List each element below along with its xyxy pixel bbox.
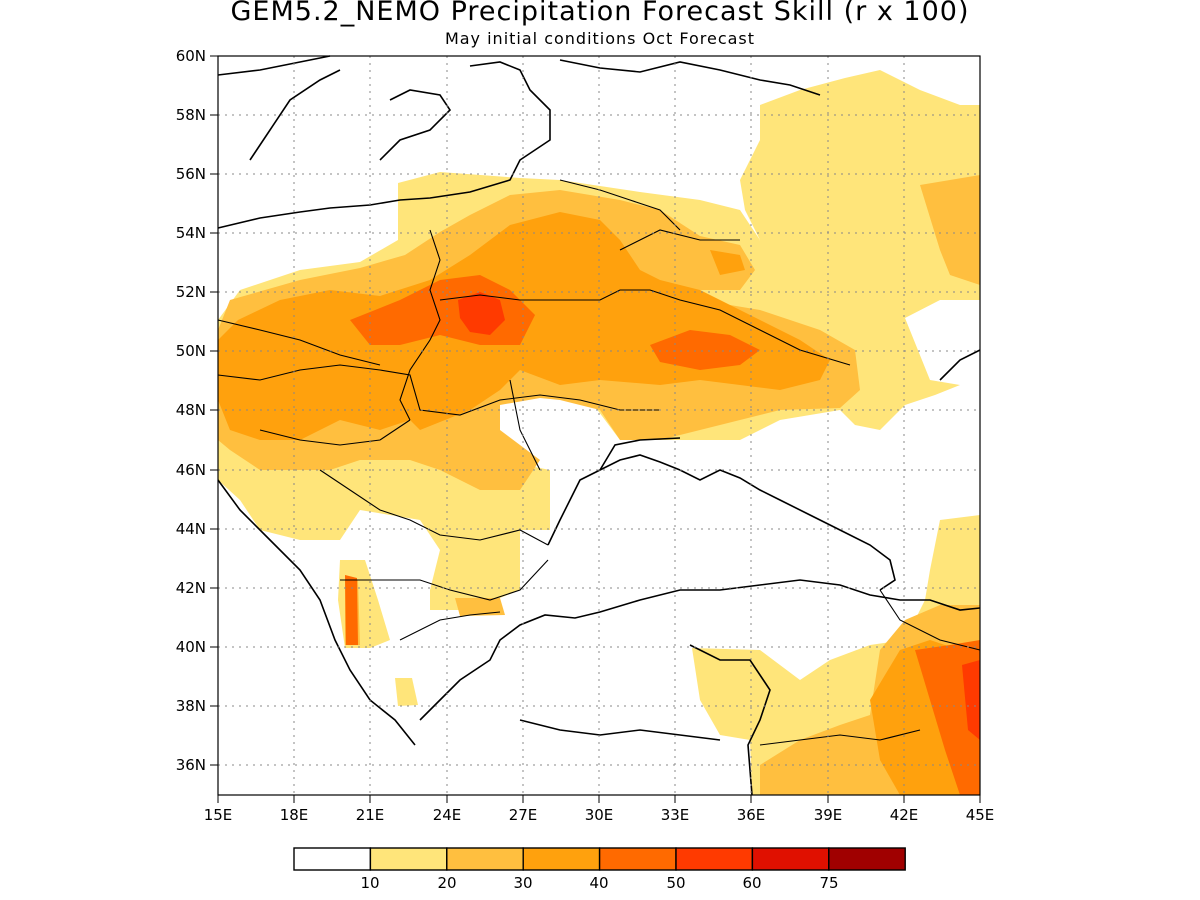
colorbar-swatch	[369, 847, 448, 871]
lon-axis	[217, 795, 981, 803]
lat-label: 36N	[176, 756, 206, 774]
lat-label: 38N	[176, 697, 206, 715]
lat-label: 44N	[176, 520, 206, 538]
colorbar-label: 30	[513, 874, 532, 892]
lat-label: 58N	[176, 106, 206, 124]
skill-region-coast	[920, 175, 980, 285]
colorbar: 10 20 30 40 50 60 75	[293, 847, 906, 892]
colorbar-label: 75	[819, 874, 838, 892]
lon-label: 21E	[356, 806, 385, 824]
lon-label: 33E	[661, 806, 690, 824]
lon-label: 36E	[737, 806, 766, 824]
skill-region-max-east	[962, 660, 980, 740]
lat-label: 52N	[176, 283, 206, 301]
borders	[217, 179, 981, 746]
lon-labels: 15E 18E 21E 24E 27E 30E 33E 36E 39E 42E …	[204, 806, 995, 824]
lon-label: 15E	[204, 806, 233, 824]
lat-labels: 60N 58N 56N 54N 52N 50N 48N 46N 44N 42N …	[176, 47, 206, 774]
chart-subtitle: May initial conditions Oct Forecast	[444, 29, 756, 48]
skill-region-balkan-b	[455, 598, 505, 616]
skill-region-albania	[345, 575, 358, 645]
lon-label: 42E	[890, 806, 919, 824]
colorbar-swatch	[598, 847, 677, 871]
colorbar-swatch	[751, 847, 830, 871]
colorbar-swatch	[293, 847, 372, 871]
lon-label: 27E	[509, 806, 538, 824]
lon-label: 30E	[585, 806, 614, 824]
colorbar-label: 40	[589, 874, 608, 892]
skill-region-ukraine	[650, 330, 760, 370]
lat-axis	[210, 55, 218, 766]
colorbar-swatches	[293, 847, 906, 871]
lat-label: 42N	[176, 579, 206, 597]
lat-label: 46N	[176, 461, 206, 479]
grid-lines	[218, 56, 980, 795]
lat-label: 54N	[176, 224, 206, 242]
lat-label: 60N	[176, 47, 206, 65]
chart-title: GEM5.2_NEMO Precipitation Forecast Skill…	[230, 0, 970, 27]
colorbar-label: 60	[742, 874, 761, 892]
colorbar-label: 50	[666, 874, 685, 892]
lat-label: 50N	[176, 342, 206, 360]
lat-label: 40N	[176, 638, 206, 656]
lon-label: 45E	[966, 806, 995, 824]
colorbar-swatch	[675, 847, 754, 871]
skill-region-max	[458, 292, 505, 335]
colorbar-label: 10	[360, 874, 379, 892]
lon-label: 39E	[814, 806, 843, 824]
colorbar-swatch	[522, 847, 601, 871]
skill-region-east-small	[710, 250, 745, 275]
coastlines	[217, 55, 981, 796]
colorbar-swatch	[446, 847, 524, 871]
lat-label: 48N	[176, 401, 206, 419]
skill-shading	[218, 70, 980, 795]
lon-label: 24E	[433, 806, 462, 824]
colorbar-labels: 10 20 30 40 50 60 75	[360, 874, 838, 892]
map-panel	[217, 55, 981, 796]
colorbar-swatch	[828, 847, 906, 871]
skill-region-greece	[395, 678, 418, 706]
lon-label: 18E	[280, 806, 309, 824]
lat-label: 56N	[176, 165, 206, 183]
colorbar-label: 20	[437, 874, 456, 892]
